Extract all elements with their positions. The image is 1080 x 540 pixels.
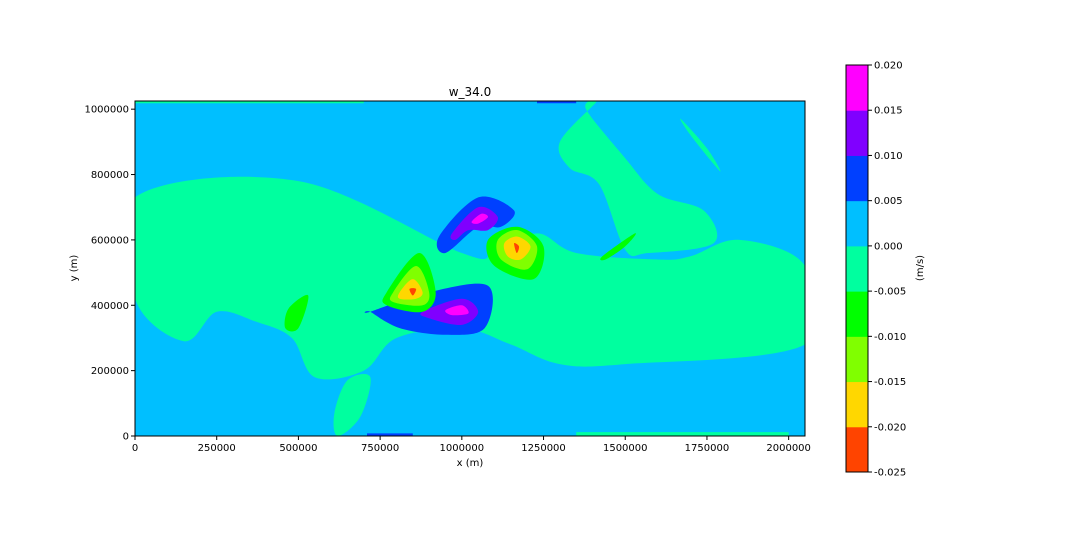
contour-region-13	[471, 213, 489, 224]
colorbar-tick-label: -0.010	[874, 332, 906, 343]
colorbar-swatch	[846, 200, 868, 247]
colorbar-swatch	[846, 245, 868, 292]
colorbar-tick-label: -0.005	[874, 287, 906, 298]
x-tick-label: 1250000	[521, 443, 566, 454]
colorbar: -0.025 -0.020 -0.015 -0.010 -0.005 0.000 0.005…	[845, 61, 906, 479]
y-axis-ticks: 0 200000 400000 600000 800000 1000000	[84, 105, 135, 443]
y-tick-label: 800000	[91, 170, 129, 181]
y-tick-label: 200000	[91, 366, 129, 377]
x-tick-label: 1500000	[603, 443, 648, 454]
colorbar-swatch	[846, 291, 868, 337]
contour-region-23	[537, 101, 577, 104]
colorbar-swatch	[846, 155, 868, 202]
colorbar-swatch	[846, 381, 868, 428]
contour-region-7	[600, 233, 636, 261]
colorbar-label: (m/s)	[915, 255, 926, 281]
x-tick-label: 250000	[198, 443, 236, 454]
x-axis-ticks: 0 250000 500000 750000 1000000 1250000 1500000…	[132, 436, 811, 454]
colorbar-swatch	[846, 426, 868, 473]
y-axis-label: y (m)	[69, 255, 80, 282]
y-tick-label: 600000	[91, 235, 129, 246]
contour-region-0	[135, 176, 805, 380]
colorbar-tick-label: -0.020	[874, 422, 906, 433]
x-tick-label: 2000000	[766, 443, 811, 454]
contour-region-10	[445, 305, 469, 316]
plot-frame	[134, 100, 806, 437]
colorbar-frame	[845, 64, 869, 473]
contour-region-4	[576, 432, 789, 436]
y-tick-label: 400000	[91, 301, 129, 312]
contour-region-3	[333, 373, 371, 436]
x-tick-label: 0	[132, 443, 138, 454]
colorbar-tick-label: 0.000	[874, 241, 903, 252]
colorbar-tick-label: -0.015	[874, 377, 906, 388]
x-tick-label: 1750000	[685, 443, 730, 454]
contour-region-2	[680, 118, 721, 172]
colorbar-tick-label: -0.025	[874, 468, 906, 479]
colorbar-tick-label: 0.020	[874, 61, 903, 72]
contour-region-22	[367, 433, 413, 436]
x-tick-label: 750000	[361, 443, 399, 454]
contour-region-6	[284, 294, 309, 332]
x-tick-label: 1000000	[440, 443, 485, 454]
x-tick-label: 500000	[279, 443, 317, 454]
colorbar-tick-label: 0.015	[874, 106, 903, 117]
y-tick-label: 1000000	[84, 105, 129, 116]
contour-region-21	[514, 242, 520, 254]
colorbar-swatch	[846, 110, 868, 156]
contour-region-17	[409, 288, 417, 296]
colorbar-tick-label: 0.010	[874, 151, 903, 162]
y-tick-label: 0	[123, 432, 129, 443]
contour-region-1	[558, 101, 718, 257]
contour-region-5	[135, 101, 364, 104]
colorbar-swatch	[846, 336, 868, 383]
colorbar-swatch	[846, 65, 868, 111]
x-axis-label: x (m)	[457, 458, 484, 469]
colorbar-tick-label: 0.005	[874, 196, 903, 207]
plot-area	[135, 101, 805, 436]
chart-title: w_34.0	[449, 85, 492, 99]
